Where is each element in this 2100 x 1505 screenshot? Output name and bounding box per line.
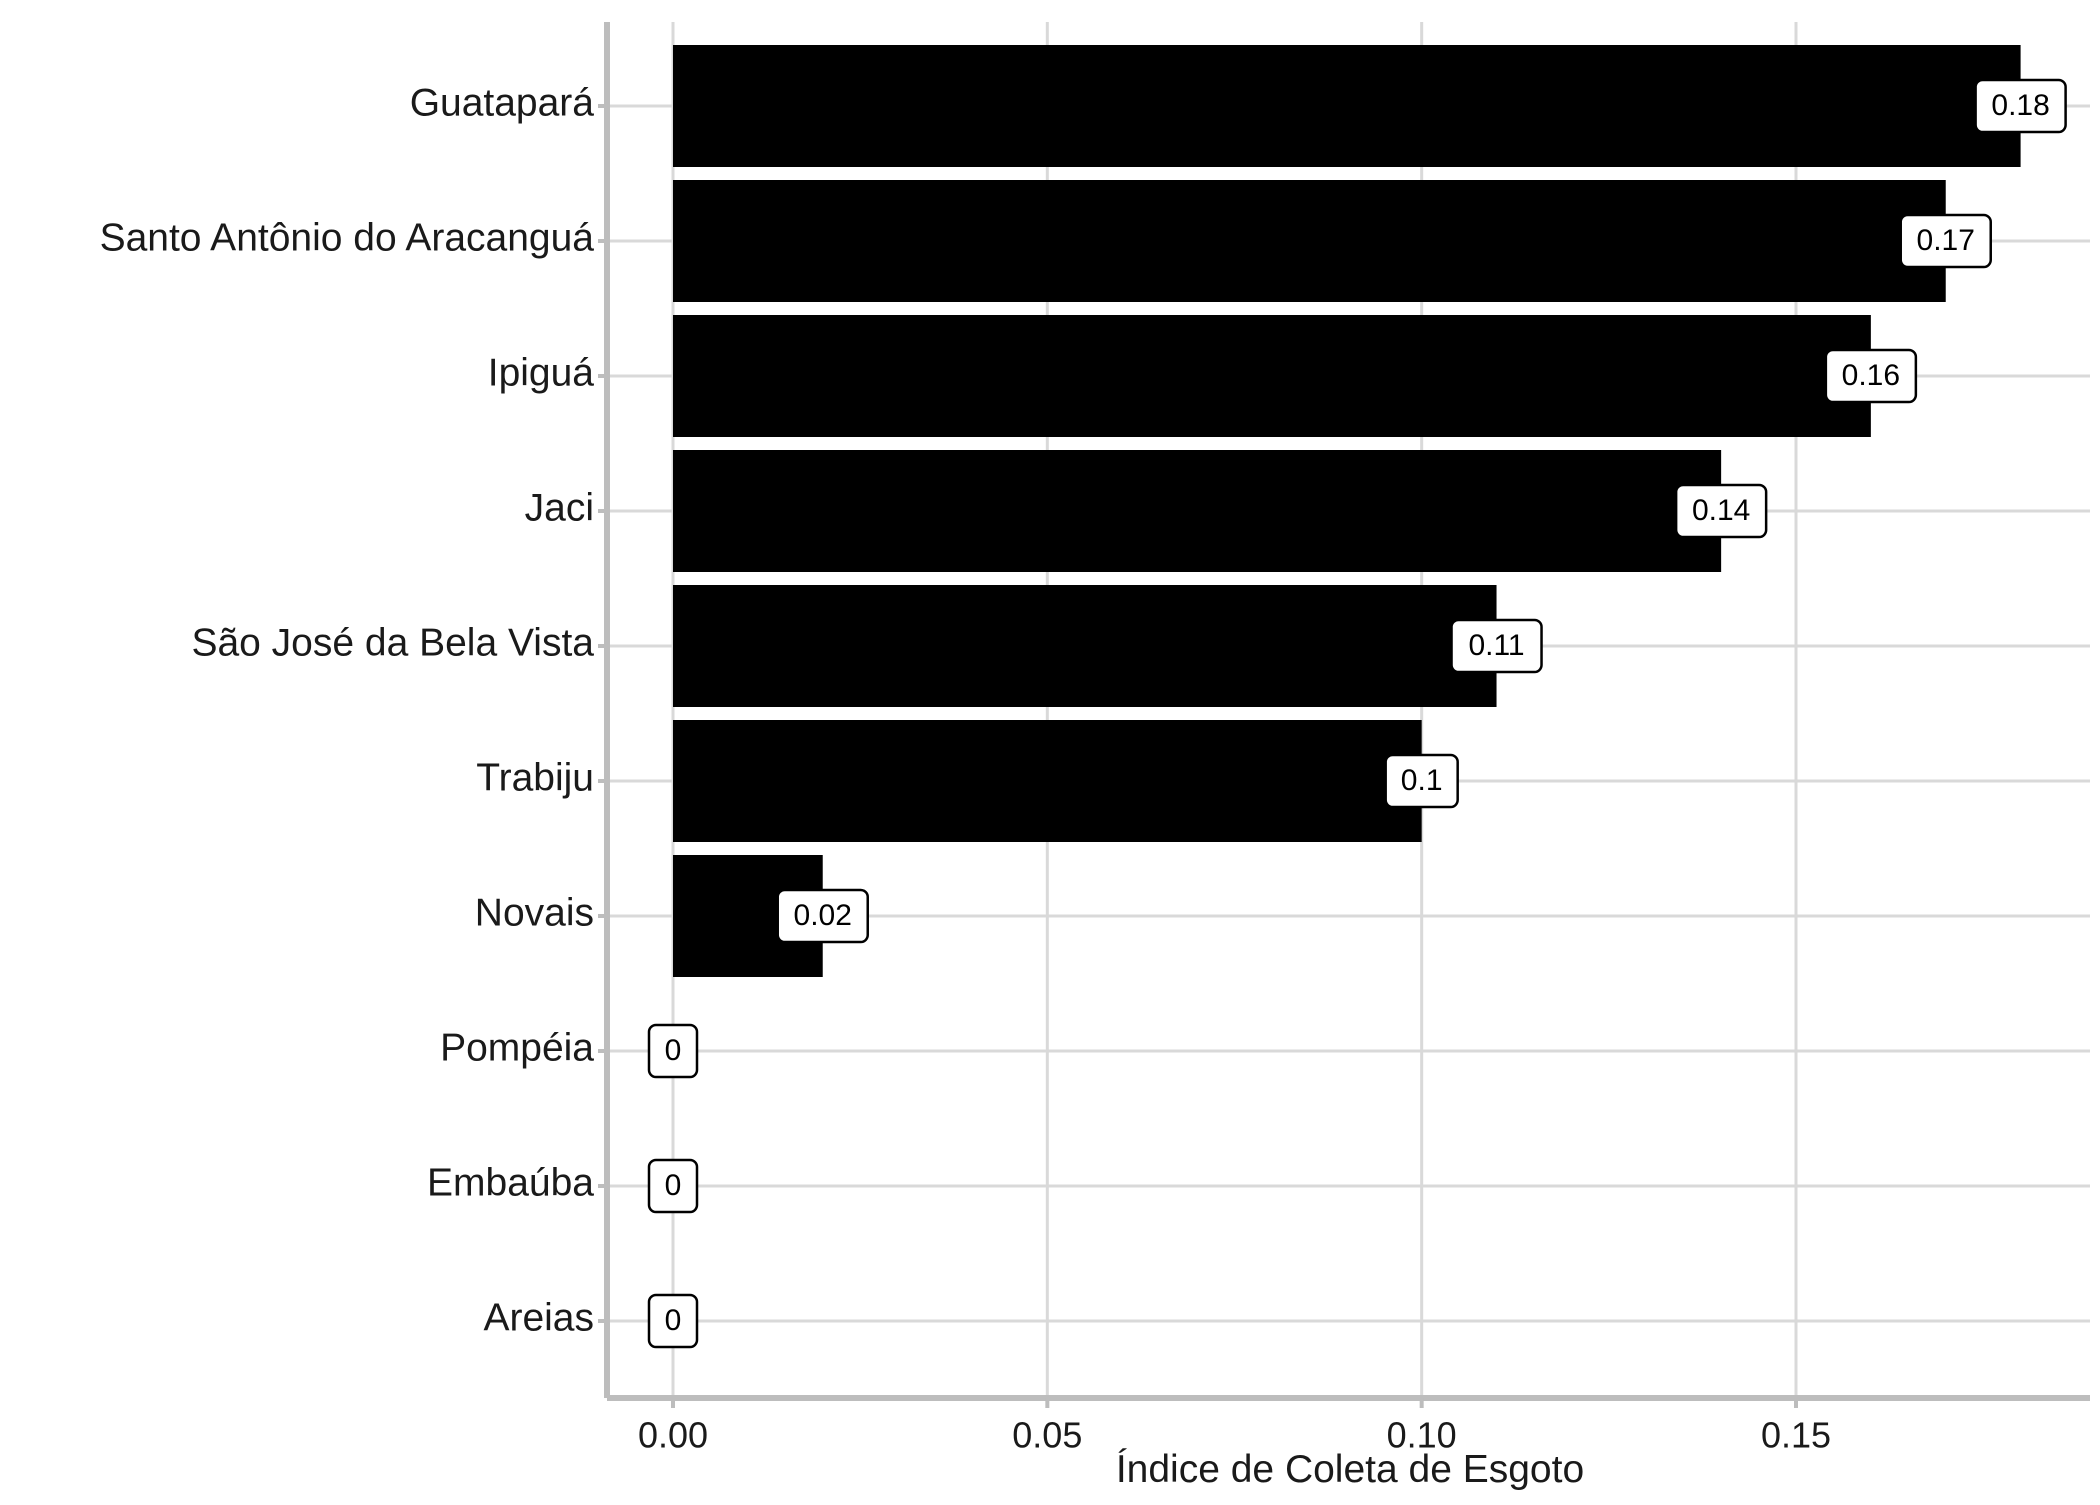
data-label-box	[1674, 483, 1768, 539]
data-label: 0	[647, 1023, 699, 1079]
bar	[673, 720, 1422, 842]
bar	[673, 180, 1946, 302]
data-label-box	[1384, 753, 1459, 809]
data-label: 0.16	[1824, 348, 1918, 404]
data-label-text: 0.18	[1991, 89, 2049, 122]
data-label: 0.18	[1974, 78, 2067, 134]
category-label: Ipiguá	[488, 351, 595, 394]
data-label-box	[776, 888, 869, 944]
data-label-text: 0.11	[1468, 629, 1524, 662]
category-label: Jaci	[525, 486, 594, 529]
category-label: Areias	[483, 1296, 594, 1339]
bar	[673, 45, 2021, 167]
data-label-box	[647, 1293, 699, 1349]
bar	[673, 585, 1497, 707]
data-label-text: 0	[665, 1169, 682, 1202]
data-label-text: 0.16	[1842, 359, 1900, 392]
data-label: 0	[647, 1158, 699, 1214]
data-label-text: 0	[665, 1034, 682, 1067]
data-label: 0.1	[1384, 753, 1459, 809]
bar-layer	[673, 45, 2021, 977]
axis-layer: Guatapará Santo Antônio do Aracanguá Ipigu…	[100, 22, 2090, 1456]
data-label-text: 0.02	[794, 899, 852, 932]
x-tick-label: 0.15	[1761, 1415, 1831, 1456]
data-label-box	[1899, 213, 1992, 269]
x-tick-label: 0.00	[638, 1415, 708, 1456]
category-label: Pompéia	[440, 1026, 594, 1069]
data-label-text: 0	[665, 1304, 682, 1337]
category-label: São José da Bela Vista	[191, 621, 594, 664]
data-label: 0.14	[1674, 483, 1768, 539]
category-label: Trabiju	[476, 756, 594, 799]
data-label-box	[647, 1158, 699, 1214]
data-label: 0.02	[776, 888, 869, 944]
data-label-box	[1824, 348, 1918, 404]
x-tick-label: 0.05	[1012, 1415, 1082, 1456]
bar	[673, 315, 1871, 437]
data-label-box	[1974, 78, 2067, 134]
data-label: 0	[647, 1293, 699, 1349]
x-axis-title: Índice de Coleta de Esgoto	[1116, 1448, 1584, 1491]
bar	[673, 450, 1722, 572]
x-tick-label: 0.10	[1387, 1415, 1457, 1456]
data-label-text: 0.14	[1692, 494, 1750, 527]
category-label: Novais	[475, 891, 594, 934]
category-label: Guatapará	[410, 81, 595, 124]
category-label: Embaúba	[427, 1161, 594, 1204]
data-label-layer: 0.18 0.17 0.16 0.14 0.11 0.1 0.02 0 0 0	[647, 78, 2067, 1349]
data-label-box	[647, 1023, 699, 1079]
data-label-text: 0.1	[1401, 764, 1443, 797]
data-label: 0.11	[1450, 618, 1543, 674]
data-label-box	[1450, 618, 1543, 674]
data-label-text: 0.17	[1917, 224, 1975, 257]
category-label: Santo Antônio do Aracanguá	[100, 216, 595, 259]
data-label: 0.17	[1899, 213, 1992, 269]
